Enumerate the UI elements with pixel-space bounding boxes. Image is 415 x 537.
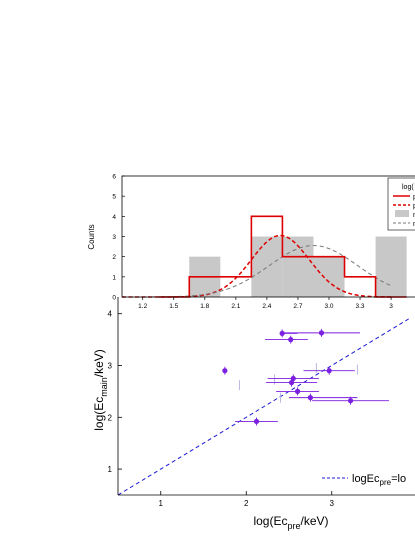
legend-tail: =lo: [391, 473, 406, 485]
hist-xtick-label-0: 1.2: [138, 303, 147, 310]
scatter-xtick-label-2: 3: [330, 499, 335, 508]
scatter-ytick-label-3: 4: [108, 310, 113, 319]
legend-sub: pre: [380, 478, 392, 487]
gray-histogram: [189, 236, 407, 297]
scatter-xtick-label-0: 1: [159, 499, 164, 508]
red-gaussian-curve: [122, 234, 392, 298]
scatter-point-2: [318, 330, 325, 336]
y-label-sub: main: [99, 377, 109, 397]
hist-ytick-label-2: 2: [112, 254, 116, 261]
y-label-tail: /keV): [92, 349, 106, 377]
histogram-x-ticks: 1.2 1.5 1.8 2.1 2.4 2.7 3.0 3.3 3: [138, 297, 393, 310]
hist-xtick-label-3: 2.1: [231, 303, 240, 310]
scatter-ytick-label-2: 3: [108, 362, 113, 371]
scatter-point-7: [294, 388, 301, 394]
gray-bin-1: [251, 236, 283, 297]
hist-xtick-label-5: 2.7: [293, 303, 302, 310]
scatter-x-ticks: 1 2 3: [159, 491, 335, 508]
histogram-panel: 0 1 2 3 4 5 6 1.2 1.5 1.8 2.1 2.4 2.7 3.0 3.3 3 Counts…: [87, 174, 415, 310]
scatter-point-10: [253, 418, 260, 425]
legend-main: logEc: [352, 473, 380, 485]
legend-label-1: p: [413, 203, 415, 210]
scatter-axes: [117, 297, 415, 496]
hist-ytick-label-5: 5: [112, 194, 116, 201]
hist-xtick-label-1: 1.5: [169, 303, 178, 310]
scatter-point-1: [288, 337, 294, 343]
hist-xtick-label-8: 3: [389, 303, 393, 310]
legend-label-3: n: [413, 221, 415, 228]
legend-label-2: n: [413, 212, 415, 219]
scatter-ytick-label-0: 1: [108, 465, 113, 474]
scatter-point-9: [347, 398, 354, 404]
one-to-one-line: [117, 318, 409, 496]
histogram-legend: log( p p n n: [387, 177, 415, 231]
x-label-sub: pre: [287, 521, 300, 531]
hist-ytick-label-6: 6: [112, 174, 116, 181]
x-label-tail: /keV): [301, 514, 329, 528]
scatter-point-8: [307, 395, 313, 401]
y-label-main: log(Ec: [92, 397, 106, 431]
scatter-xtick-label-1: 2: [244, 499, 249, 508]
scatter-y-label: log(Ecmain/keV): [92, 349, 109, 431]
legend-box: [387, 177, 415, 231]
scatter-point-0: [279, 330, 285, 336]
scatter-y-ticks: 1 2 3 4: [108, 310, 122, 474]
scatter-legend: logEcpre=lo: [322, 473, 406, 487]
scatter-x-label: log(Ecpre/keV): [253, 514, 328, 531]
reference-line: [117, 318, 409, 496]
hist-ytick-label-1: 1: [112, 274, 116, 281]
histogram-y-ticks: 0 1 2 3 4 5 6: [112, 174, 125, 302]
legend-swatch-gray: [395, 210, 409, 217]
scatter-point-4: [326, 368, 332, 374]
scatter-point-6: [288, 379, 295, 386]
hist-xtick-label-6: 3.0: [324, 303, 333, 310]
gray-bin-3: [313, 256, 345, 297]
red-histogram: [158, 215, 407, 298]
hist-xtick-label-7: 3.3: [356, 303, 365, 310]
legend-title: log(: [402, 184, 414, 191]
hist-ytick-label-3: 3: [112, 234, 116, 241]
hist-xtick-label-4: 2.4: [262, 303, 271, 310]
gray-bin-4: [375, 236, 407, 297]
scatter-point-3: [222, 368, 228, 374]
bare-error-bars: [238, 363, 358, 403]
histogram-y-label: Counts: [87, 224, 96, 249]
scatter-legend-label: logEcpre=lo: [352, 473, 406, 487]
hist-ytick-label-4: 4: [112, 214, 116, 221]
hist-xtick-label-2: 1.8: [200, 303, 209, 310]
legend-label-0: p: [413, 194, 415, 201]
red-histogram-step: [158, 215, 407, 298]
hist-ytick-label-0: 0: [112, 295, 116, 302]
scatter-points: [222, 328, 390, 426]
scatter-ytick-label-1: 2: [108, 413, 113, 422]
x-label-main: log(Ec: [253, 514, 287, 528]
